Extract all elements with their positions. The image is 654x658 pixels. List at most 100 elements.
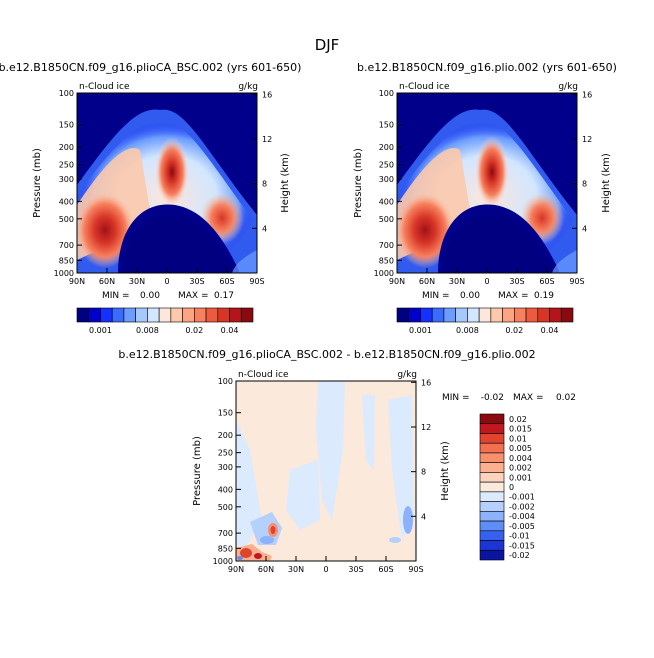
panel1-y-ticks: 100 150 200 250 300 400 500 700 850 1000: [54, 89, 82, 278]
x-tick-label: 90S: [408, 565, 423, 574]
x-tick-label: 30N: [449, 277, 465, 286]
colorbar-swatch: [479, 433, 505, 444]
colorbar-label: -0.004: [509, 512, 535, 521]
panel3-y2label: Height (km): [440, 441, 451, 501]
x-tick-label: 90N: [389, 277, 405, 286]
y-tick-label: 250: [59, 161, 74, 170]
colorbar-swatch: [170, 307, 183, 323]
colorbar-label: 0.02: [185, 326, 203, 335]
y-tick-label: 250: [379, 161, 394, 170]
panel1-variable: n-Cloud ice: [79, 82, 130, 92]
panel1-y2label: Height (km): [280, 153, 291, 213]
y-tick-label: 1000: [374, 269, 394, 278]
colorbar-label: 0.008: [136, 326, 159, 335]
colorbar-label: 0: [509, 483, 514, 492]
panel1-max-label: MAX =: [178, 291, 209, 301]
colorbar-label: -0.02: [509, 551, 530, 560]
colorbar-swatch: [479, 462, 505, 473]
colorbar-swatch: [479, 549, 505, 561]
panel3-max-value: 0.02: [556, 393, 576, 403]
y-tick-label: 100: [218, 377, 233, 386]
panel2-y2label: Height (km): [601, 153, 612, 213]
y2-tick-label: 12: [421, 423, 431, 432]
y-tick-label: 100: [379, 89, 394, 98]
colorbar-swatch: [479, 452, 505, 463]
panel1-min-value: 0.00: [140, 291, 160, 301]
colorbar-label: 0.001: [509, 473, 532, 482]
panel2-min-value: 0.00: [460, 291, 480, 301]
colorbar-label: -0.005: [509, 522, 535, 531]
colorbar-swatch: [135, 307, 148, 323]
panel3-min-label: MIN =: [442, 393, 470, 403]
y-tick-label: 300: [218, 463, 233, 472]
panel3-units: g/kg: [397, 370, 417, 380]
y2-tick-label: 8: [421, 468, 426, 477]
colorbar-swatch: [111, 307, 125, 323]
y-tick-label: 1000: [54, 269, 74, 278]
y-tick-label: 150: [218, 409, 233, 418]
y-tick-label: 400: [59, 197, 74, 206]
x-tick-label: 90S: [249, 277, 264, 286]
y2-tick-label: 4: [582, 224, 587, 233]
x-tick-label: 30N: [288, 565, 304, 574]
y2-tick-label: 12: [582, 135, 592, 144]
y-tick-label: 200: [379, 143, 394, 152]
y-tick-label: 850: [379, 256, 394, 265]
panel2-x-ticks: 90N 60N 30N 0 30S 60S 90S: [389, 268, 585, 286]
colorbar-swatch: [479, 442, 505, 454]
colorbar-swatch: [479, 540, 505, 551]
panel2-y2-ticks: 16 12 8 4: [572, 90, 592, 233]
panel3-colorbar-labels: 0.020.0150.010.0050.0040.0020.0010-0.001…: [509, 415, 535, 560]
colorbar-label: 0.005: [509, 444, 532, 453]
x-tick-label: 30S: [348, 565, 363, 574]
x-tick-label: 60S: [219, 277, 234, 286]
panel3-variable: n-Cloud ice: [238, 370, 289, 380]
colorbar-label: 0.04: [221, 326, 239, 335]
colorbar-swatch: [479, 472, 505, 483]
colorbar-swatch: [479, 530, 505, 541]
y-tick-label: 100: [59, 89, 74, 98]
x-tick-label: 60S: [539, 277, 554, 286]
y-tick-label: 500: [218, 503, 233, 512]
x-tick-label: 60N: [99, 277, 115, 286]
x-tick-label: 60N: [258, 565, 274, 574]
y-tick-label: 200: [59, 143, 74, 152]
colorbar-label: -0.01: [509, 532, 530, 541]
panel1-plot: n-Cloud ice g/kg 90N 60N 30N 0 30S 60S 90S 100…: [32, 82, 291, 335]
panel2-units: g/kg: [558, 82, 578, 92]
y-tick-label: 700: [59, 241, 74, 250]
colorbar-swatch: [396, 307, 410, 323]
y-tick-label: 150: [59, 121, 74, 130]
y-tick-label: 500: [379, 215, 394, 224]
figure-title: DJF: [315, 36, 340, 54]
panel1-min-label: MIN =: [102, 291, 130, 301]
colorbar-swatch: [408, 307, 421, 323]
colorbar-swatch: [443, 307, 456, 323]
y-tick-label: 300: [379, 175, 394, 184]
x-tick-label: 30S: [189, 277, 204, 286]
panel3-y-ticks: 100 150 200 250 300 400 500 700 850 1000: [213, 377, 241, 566]
x-tick-label: 60S: [378, 565, 393, 574]
colorbar-swatch: [420, 307, 433, 323]
colorbar-label: 0.001: [89, 326, 112, 335]
colorbar-swatch: [455, 307, 468, 323]
x-tick-label: 90N: [228, 565, 244, 574]
x-tick-label: 60N: [419, 277, 435, 286]
panel2-ylabel: Pressure (mb): [353, 148, 364, 218]
panel2-min-label: MIN =: [422, 291, 450, 301]
colorbar-swatch: [100, 307, 113, 323]
colorbar-label: -0.002: [509, 502, 535, 511]
colorbar-swatch: [76, 307, 90, 323]
y2-tick-label: 8: [582, 180, 587, 189]
colorbar-swatch: [479, 511, 505, 522]
panel1-units: g/kg: [238, 82, 258, 92]
colorbar-swatch: [467, 307, 480, 323]
colorbar-swatch: [240, 307, 254, 323]
y-tick-label: 400: [379, 197, 394, 206]
panel2-colorbar-labels: 0.001 0.008 0.02 0.04: [409, 326, 558, 335]
y-tick-label: 850: [59, 256, 74, 265]
panel2-max-value: 0.19: [534, 291, 554, 301]
colorbar-swatch: [229, 307, 242, 323]
panel1-y2-ticks: 16 12 8 4: [252, 90, 272, 233]
colorbar-swatch: [217, 307, 230, 323]
